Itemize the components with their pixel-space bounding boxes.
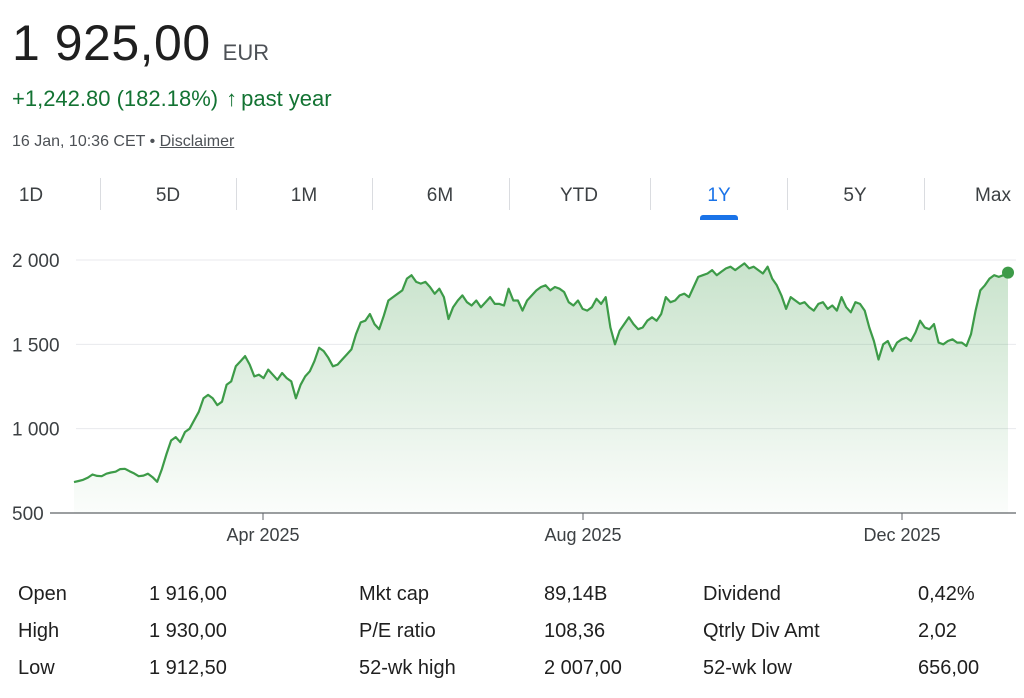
tab-5d[interactable]: 5D [155, 185, 181, 206]
stat-value-open: 1 916,00 [149, 583, 227, 605]
stat-label-52wk-low: 52-wk low [703, 657, 792, 679]
disclaimer-link[interactable]: Disclaimer [159, 133, 235, 150]
stat-label-mkt-cap: Mkt cap [359, 583, 430, 605]
x-tick-label: Apr 2025 [226, 525, 299, 545]
price-row: 1 925,00 EUR [12, 14, 269, 72]
range-tabs: 1D 5D 1M 6M YTD 1Y 5Y Max [0, 176, 1024, 216]
stat-value-qtrly-div: 2,02 [918, 620, 957, 642]
tab-6m[interactable]: 6M [426, 185, 454, 206]
tab-divider [924, 178, 925, 210]
currency-label: EUR [222, 40, 270, 65]
stat-label-qtrly-div: Qtrly Div Amt [703, 620, 820, 642]
stat-label-open: Open [18, 583, 67, 605]
tab-divider [372, 178, 373, 210]
stat-label-52wk-high: 52-wk high [359, 657, 456, 679]
stat-label-dividend: Dividend [703, 583, 781, 605]
change-amount: +1,242.80 (182.18%) [12, 86, 219, 111]
stat-value-low: 1 912,50 [149, 657, 227, 679]
price-chart[interactable]: 2 000 1 500 1 000 500 Apr 2025 Aug 2025 Dec 2… [0, 240, 1024, 552]
stat-value-dividend: 0,42% [918, 583, 975, 605]
y-tick-label: 1 000 [12, 420, 60, 441]
stat-label-low: Low [18, 657, 55, 679]
last-price-dot [1002, 266, 1014, 279]
current-price: 1 925,00 [12, 15, 211, 71]
stat-value-52wk-high: 2 007,00 [544, 657, 622, 679]
x-tick-label: Dec 2025 [863, 525, 940, 545]
price-area [74, 263, 1008, 513]
price-line [73, 262, 1009, 484]
tab-divider [650, 178, 651, 210]
quote-meta: 16 Jan, 10:36 CET • Disclaimer [12, 133, 234, 151]
tab-1y[interactable]: 1Y [688, 176, 750, 216]
stat-value-high: 1 930,00 [149, 620, 227, 642]
y-tick-label: 2 000 [12, 251, 60, 272]
arrow-up-icon: ↑ [226, 86, 238, 111]
stat-label-high: High [18, 620, 60, 642]
change-period: past year [241, 86, 332, 111]
y-tick-label: 1 500 [12, 335, 60, 356]
timestamp: 16 Jan, 10:36 CET • [12, 133, 156, 150]
tab-divider [509, 178, 510, 210]
tab-1m[interactable]: 1M [290, 185, 318, 206]
tab-max[interactable]: Max [975, 185, 1011, 206]
tab-ytd[interactable]: YTD [560, 185, 598, 206]
tab-divider [787, 178, 788, 210]
stat-label-pe-ratio: P/E ratio [359, 620, 436, 642]
tab-divider [236, 178, 237, 210]
tab-1d[interactable]: 1D [18, 185, 44, 206]
price-change: +1,242.80 (182.18%) ↑ past year [12, 86, 332, 112]
tab-5y[interactable]: 5Y [843, 185, 867, 206]
stat-value-pe-ratio: 108,36 [544, 620, 606, 642]
stat-value-mkt-cap: 89,14B [544, 583, 608, 605]
y-tick-label: 500 [12, 504, 44, 525]
tab-divider [100, 178, 101, 210]
stat-value-52wk-low: 656,00 [918, 657, 980, 679]
x-tick-label: Aug 2025 [544, 525, 621, 545]
